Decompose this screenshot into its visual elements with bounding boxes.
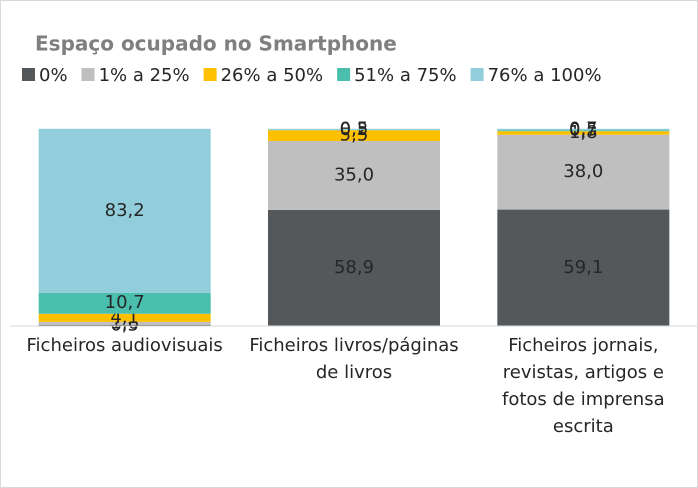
legend-swatch	[22, 68, 35, 81]
bar-segment	[268, 209, 440, 326]
legend-swatch	[470, 68, 484, 81]
x-tick-label: Ficheiros jornais, revistas, artigos e f…	[502, 335, 665, 437]
legend-label: 26% a 50%	[221, 65, 324, 86]
legend-label: 1% a 25%	[99, 65, 190, 86]
data-label: 38,0	[563, 161, 603, 182]
data-label: 1,8	[569, 122, 598, 143]
chart-title: Espaço ocupado no Smartphone	[35, 32, 397, 56]
legend-swatch	[203, 68, 217, 81]
data-label: 0,5	[340, 118, 369, 139]
bar-segment	[268, 141, 440, 210]
bar-segment	[497, 131, 670, 135]
legend-label: 0%	[39, 65, 68, 86]
data-label: 59,1	[563, 257, 603, 278]
x-tick-label: Ficheiros audiovisuais	[26, 335, 223, 356]
legend-label: 76% a 100%	[488, 65, 602, 86]
bar-segment	[268, 128, 440, 130]
data-label: 0,7	[569, 118, 598, 139]
legend-swatch	[337, 68, 351, 81]
bar-segment	[497, 128, 670, 131]
data-label: 83,2	[105, 200, 145, 221]
bar-segment	[268, 130, 440, 142]
bar-segment	[497, 209, 670, 326]
bar-segment	[38, 321, 211, 326]
bar-segment	[38, 313, 211, 322]
bar-segment	[497, 130, 670, 132]
data-label: 58,9	[334, 257, 374, 278]
legend-swatch	[81, 68, 95, 81]
data-label: 10,7	[105, 292, 145, 313]
bar-segment	[497, 134, 670, 210]
x-tick-label: Ficheiros livros/páginas de livros	[249, 335, 459, 383]
bar-segment	[38, 292, 211, 314]
data-label: 35,0	[334, 164, 374, 185]
bar-segment	[38, 128, 211, 293]
legend-label: 51% a 75%	[354, 65, 457, 86]
